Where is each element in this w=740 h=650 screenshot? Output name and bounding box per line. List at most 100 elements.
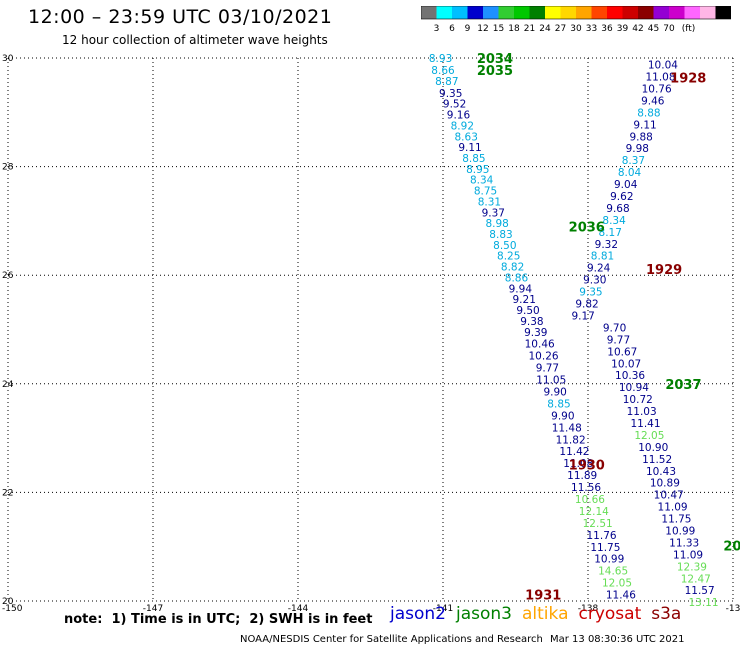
swh-value-label: 11.08 <box>645 72 675 84</box>
colorbar-label: 36 <box>601 24 613 34</box>
pass-time-label: 2035 <box>477 64 513 79</box>
x-tick-label: -147 <box>143 604 163 614</box>
swh-value-label: 11.09 <box>658 502 688 514</box>
colorbar-label: 70 <box>663 24 675 34</box>
y-tick-label: 26 <box>2 271 14 281</box>
swh-value-label: 12.14 <box>579 506 609 518</box>
credit-text: NOAA/NESDIS Center for Satellite Applica… <box>240 634 543 645</box>
swh-value-label: 10.26 <box>529 351 559 363</box>
swh-value-label: 11.33 <box>669 537 699 549</box>
colorbar-label: 6 <box>449 24 455 34</box>
swh-value-label: 8.34 <box>470 175 494 187</box>
swh-value-label: 8.92 <box>451 120 474 132</box>
colorbar-swatch <box>669 6 685 19</box>
swh-value-label: 11.52 <box>642 454 672 466</box>
swh-value-label: 8.86 <box>505 272 529 284</box>
satellite-legend: jason2 jason3 altika cryosat s3a <box>390 604 691 624</box>
colorbar-label: 3 <box>434 24 440 34</box>
swh-value-label: 9.11 <box>458 142 481 154</box>
colorbar-swatch <box>483 6 499 19</box>
swh-value-label: 11.08 <box>563 458 593 470</box>
colorbar-swatch <box>715 6 731 19</box>
swh-value-label: 10.89 <box>650 478 680 490</box>
swh-value-label: 12.39 <box>677 561 707 573</box>
swh-value-label: 8.82 <box>501 262 524 274</box>
swh-value-label: 9.35 <box>439 88 462 100</box>
colorbar-swatch <box>452 6 468 19</box>
swh-value-label: 9.52 <box>443 99 466 111</box>
x-tick-label: -150 <box>2 604 23 614</box>
legend-entry-altika: altika <box>522 604 569 624</box>
swh-value-label: 10.76 <box>642 83 672 95</box>
colorbar-swatch <box>467 6 483 19</box>
colorbar-label: 15 <box>493 24 504 34</box>
swh-value-label: 8.85 <box>547 398 570 410</box>
colorbar-swatch <box>576 6 592 19</box>
pass-time-label: 2036 <box>569 220 605 235</box>
swh-value-label: 10.43 <box>646 466 676 478</box>
swh-value-label: 8.95 <box>466 164 489 176</box>
swh-value-label: 10.07 <box>611 358 641 370</box>
y-tick-label: 20 <box>2 597 14 607</box>
swh-value-label: 11.76 <box>587 530 617 542</box>
y-tick-label: 22 <box>2 488 13 498</box>
colorbar-label: 30 <box>570 24 582 34</box>
swh-value-label: 9.38 <box>520 316 543 328</box>
swh-value-label: 9.90 <box>543 386 566 398</box>
chart-title: 12:00 – 23:59 UTC 03/10/2021 <box>28 6 333 28</box>
colorbar-swatch <box>514 6 530 19</box>
chart-subtitle: 12 hour collection of altimeter wave hei… <box>62 33 328 47</box>
swh-value-label: 9.39 <box>524 327 547 339</box>
swh-value-label: 12.47 <box>681 573 711 585</box>
swh-value-label: 8.25 <box>497 251 520 263</box>
swh-value-label: 8.37 <box>622 155 645 167</box>
colorbar-swatch <box>653 6 669 19</box>
swh-value-label: 8.88 <box>637 107 660 119</box>
color-scale-bar: 3 6 9 12 15 18 21 24 27 30 33 36 39 42 45 70 (ft) <box>421 6 731 34</box>
colorbar-label: 18 <box>508 24 520 34</box>
swh-value-label: 11.05 <box>536 375 566 387</box>
swh-value-label: 11.48 <box>552 422 582 434</box>
legend-entry-jason3: jason3 <box>456 604 512 624</box>
swh-value-label: 9.50 <box>516 305 539 317</box>
colorbar-swatch <box>622 6 638 19</box>
swh-value-label: 12.05 <box>602 578 632 590</box>
colorbar-border <box>421 6 731 20</box>
swh-value-label: 11.89 <box>567 470 597 482</box>
note-text: note: 1) Time is in UTC; 2) SWH is in fe… <box>64 612 373 627</box>
swh-value-label: 9.32 <box>595 239 618 251</box>
swh-value-label: 9.70 <box>603 322 626 334</box>
swh-value-label: 8.63 <box>455 131 478 143</box>
swh-value-label: 10.46 <box>525 339 555 351</box>
y-tick-label: 30 <box>2 54 14 64</box>
legend-entry-s3a: s3a <box>651 604 682 624</box>
x-tick-label: -138 <box>578 604 599 614</box>
swh-value-label: 8.34 <box>602 215 626 227</box>
swh-value-label: 9.82 <box>575 299 598 311</box>
swh-value-label: 9.77 <box>607 334 630 346</box>
swh-value-label: 13.11 <box>688 597 718 609</box>
swh-value-label: 8.81 <box>591 251 614 263</box>
swh-value-label: 9.21 <box>513 294 536 306</box>
swh-value-label: 10.67 <box>607 346 637 358</box>
y-tick-label: 24 <box>2 380 14 390</box>
colorbar-label: 27 <box>555 24 566 34</box>
swh-value-label: 8.93 <box>429 53 452 65</box>
swh-value-label: 8.85 <box>462 153 485 165</box>
colorbar-swatch <box>529 6 545 19</box>
swh-value-label: 9.04 <box>614 179 638 191</box>
swh-value-label: 14.65 <box>598 566 628 578</box>
swh-value-label: 9.35 <box>579 287 602 299</box>
swh-value-label: 10.99 <box>665 525 695 537</box>
swh-value-label: 11.46 <box>606 590 636 602</box>
swh-value-label: 9.16 <box>447 110 471 122</box>
colorbar-label: 33 <box>586 24 597 34</box>
swh-value-label: 9.88 <box>629 131 652 143</box>
colorbar-swatch <box>638 6 654 19</box>
swh-value-label: 10.90 <box>638 442 668 454</box>
swh-value-label: 9.24 <box>587 263 611 275</box>
swh-value-label: 8.98 <box>485 218 508 230</box>
swh-value-label: 12.51 <box>583 518 613 530</box>
swh-value-label: 9.98 <box>626 143 649 155</box>
